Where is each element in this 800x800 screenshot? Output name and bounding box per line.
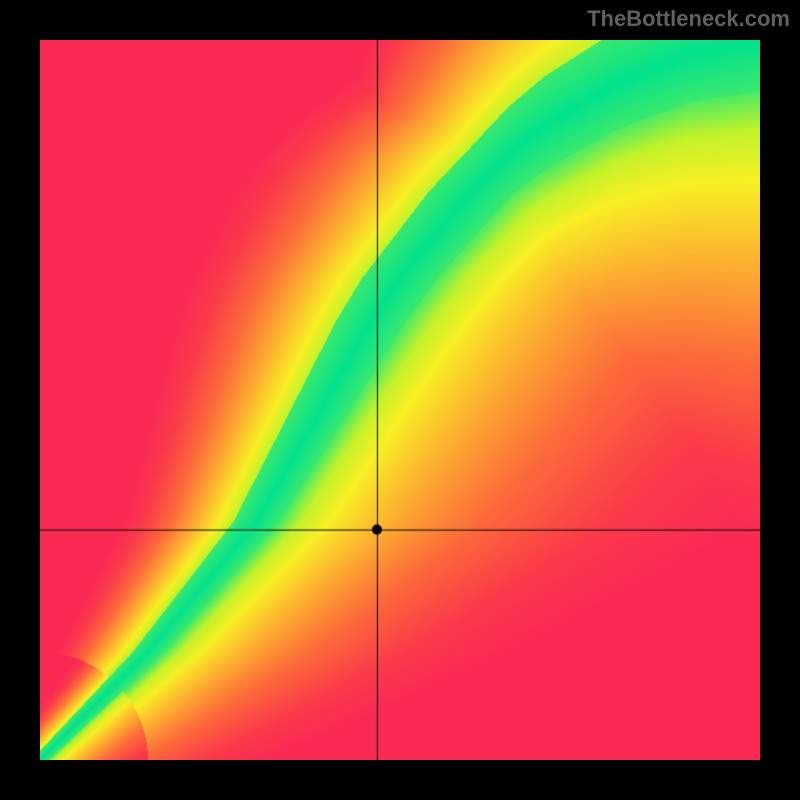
chart-container: TheBottleneck.com	[0, 0, 800, 800]
plot-area	[40, 40, 760, 760]
bottleneck-heatmap	[40, 40, 760, 760]
watermark-text: TheBottleneck.com	[587, 6, 790, 32]
